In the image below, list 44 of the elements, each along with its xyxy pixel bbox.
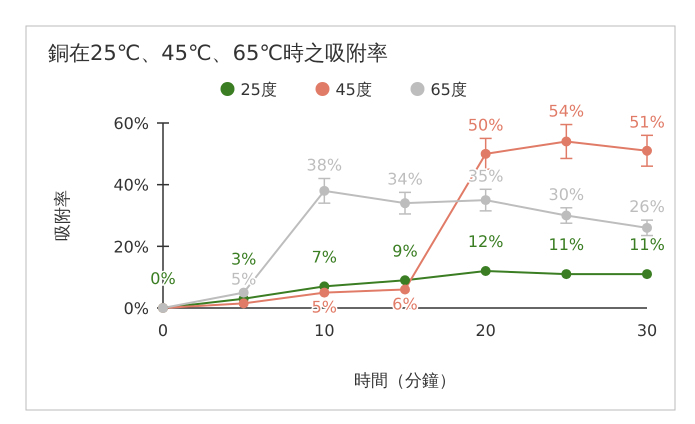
data-label: 9% — [392, 241, 418, 260]
point — [400, 275, 410, 286]
x-tick-label: 30 — [636, 321, 658, 340]
y-tick-label: 60% — [113, 114, 149, 133]
data-label: 38% — [306, 156, 342, 174]
data-label: 50% — [468, 115, 504, 134]
data-label: 3% — [230, 250, 256, 269]
point — [642, 146, 652, 156]
data-label: 34% — [387, 169, 423, 188]
data-label: 26% — [629, 197, 665, 216]
point — [319, 186, 330, 196]
data-label: 12% — [468, 232, 504, 251]
data-label: 11% — [548, 235, 584, 254]
x-axis-title: 時間（分鐘） — [354, 371, 456, 391]
data-label: 5% — [230, 270, 256, 289]
data-label: 51% — [629, 112, 665, 132]
point — [642, 269, 652, 280]
data-label: 54% — [548, 102, 584, 121]
point — [480, 148, 491, 159]
point — [400, 284, 410, 294]
x-tick-label: 20 — [475, 321, 496, 340]
y-axis-title: 吸附率 — [53, 190, 73, 241]
point — [400, 198, 410, 208]
point — [238, 298, 249, 308]
point — [238, 288, 249, 298]
point — [561, 210, 572, 220]
legend-label: 65度 — [430, 80, 467, 99]
point — [561, 136, 572, 146]
legend-label: 45度 — [336, 80, 372, 99]
point — [319, 288, 330, 298]
y-tick-label: 40% — [113, 176, 149, 195]
data-label: 7% — [312, 247, 338, 266]
point — [480, 266, 491, 276]
x-tick-label: 0 — [158, 321, 168, 340]
y-tick-label: 0% — [124, 299, 149, 318]
point — [480, 195, 491, 206]
data-label: 11% — [629, 235, 665, 254]
point — [642, 222, 652, 233]
chart-title: 銅在25℃、45℃、65℃時之吸附率 — [48, 41, 388, 65]
point — [561, 269, 572, 280]
legend-label: 25度 — [240, 80, 277, 99]
x-tick-label: 10 — [314, 321, 335, 340]
y-tick-label: 20% — [113, 237, 149, 256]
data-label: 30% — [548, 184, 584, 204]
